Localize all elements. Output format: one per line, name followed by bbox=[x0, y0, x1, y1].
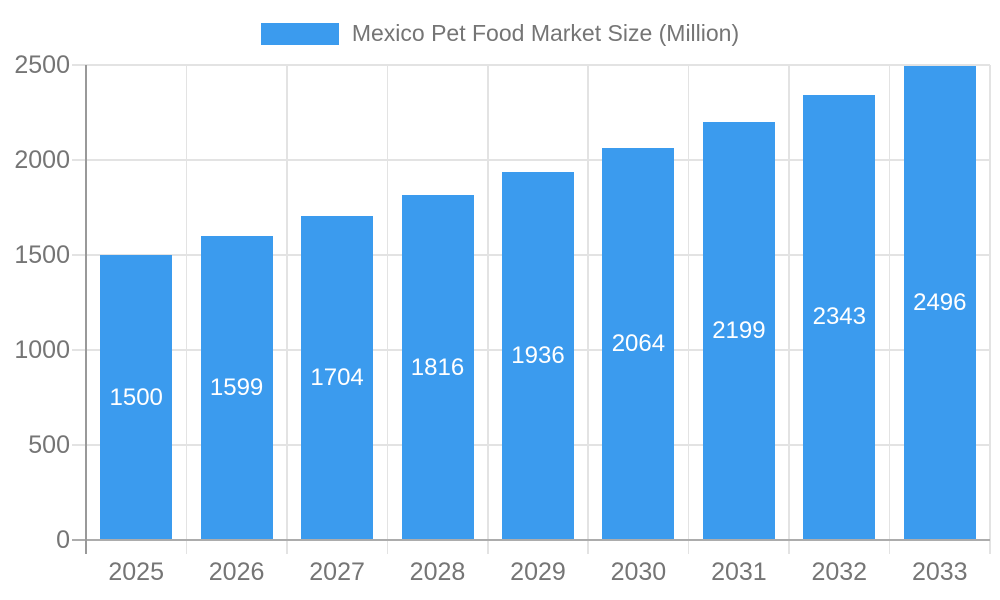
bar-value-label: 2199 bbox=[712, 317, 766, 345]
bar bbox=[100, 255, 173, 540]
y-tick-label: 2500 bbox=[14, 51, 70, 79]
bar-value-label: 2496 bbox=[913, 288, 967, 316]
bar-value-label: 2343 bbox=[812, 303, 866, 331]
bar bbox=[702, 122, 775, 540]
v-gridline bbox=[185, 65, 188, 554]
bar bbox=[200, 236, 273, 540]
h-gridline bbox=[72, 159, 990, 161]
x-tick-label: 2032 bbox=[811, 558, 868, 586]
y-tick-label: 1500 bbox=[14, 241, 70, 269]
bar bbox=[803, 94, 876, 540]
h-gridline bbox=[72, 64, 990, 66]
v-gridline bbox=[386, 65, 389, 554]
y-tick-label: 0 bbox=[56, 526, 70, 554]
bar bbox=[903, 65, 976, 540]
legend-swatch bbox=[260, 22, 339, 45]
v-gridline bbox=[788, 65, 790, 554]
x-tick-label: 2026 bbox=[208, 558, 265, 586]
y-tick-label: 1000 bbox=[14, 336, 70, 364]
v-gridline bbox=[587, 65, 589, 554]
v-gridline bbox=[487, 65, 489, 554]
x-axis-baseline bbox=[72, 539, 990, 541]
bar bbox=[602, 147, 675, 540]
legend: Mexico Pet Food Market Size (Million) bbox=[0, 20, 1000, 47]
bar bbox=[502, 172, 574, 540]
bar-value-label: 1936 bbox=[511, 342, 565, 370]
v-gridline bbox=[888, 65, 891, 554]
y-tick-label: 500 bbox=[28, 431, 70, 459]
x-tick-label: 2029 bbox=[510, 558, 566, 586]
legend-label: Mexico Pet Food Market Size (Million) bbox=[351, 20, 740, 46]
x-tick-label: 2025 bbox=[108, 558, 164, 586]
bar-value-label: 1500 bbox=[109, 383, 163, 411]
v-gridline bbox=[989, 65, 991, 554]
bar-value-label: 1704 bbox=[310, 364, 364, 392]
y-tick-label: 2000 bbox=[14, 146, 70, 174]
x-tick-label: 2028 bbox=[409, 558, 466, 586]
bar-value-label: 1599 bbox=[209, 374, 264, 402]
x-tick-label: 2027 bbox=[309, 558, 365, 586]
x-tick-label: 2031 bbox=[711, 558, 767, 586]
x-tick-label: 2030 bbox=[610, 558, 667, 586]
bar-value-label: 1816 bbox=[410, 353, 465, 381]
v-gridline bbox=[687, 65, 690, 554]
bar-value-label: 2064 bbox=[611, 329, 666, 357]
bar bbox=[301, 216, 374, 540]
bar bbox=[401, 195, 474, 540]
x-tick-label: 2033 bbox=[911, 558, 968, 586]
y-axis-line bbox=[85, 65, 87, 554]
v-gridline bbox=[286, 65, 288, 554]
